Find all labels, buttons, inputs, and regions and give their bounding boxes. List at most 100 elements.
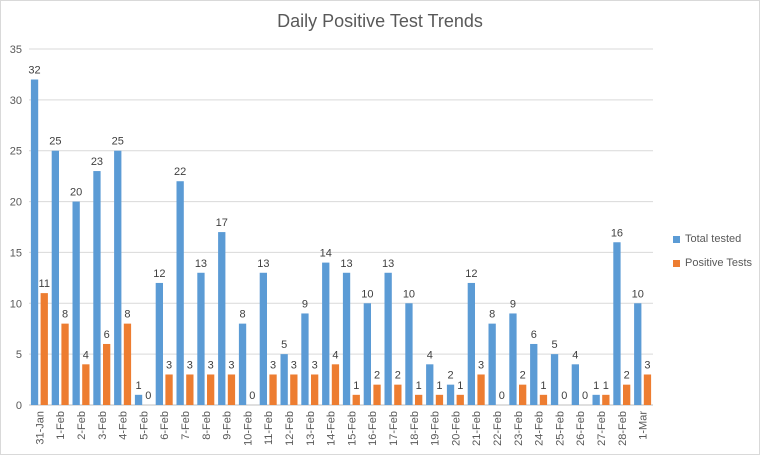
bar-positive-tests — [519, 384, 527, 405]
data-label-positive-tests: 4 — [83, 349, 89, 361]
data-label-total-tested: 25 — [112, 136, 124, 148]
bar-positive-tests — [82, 364, 90, 405]
x-tick-label: 13-Feb — [305, 411, 317, 446]
bar-total-tested — [197, 272, 205, 405]
data-label-positive-tests: 3 — [228, 359, 234, 371]
x-tick-label: 27-Feb — [596, 411, 608, 446]
bar-total-tested — [155, 282, 163, 405]
bar-positive-tests — [61, 323, 69, 405]
data-label-total-tested: 8 — [489, 309, 495, 321]
data-label-positive-tests: 3 — [312, 359, 318, 371]
x-tick-label: 18-Feb — [409, 411, 421, 446]
data-label-positive-tests: 3 — [291, 359, 297, 371]
x-tick-label: 4-Feb — [118, 411, 130, 440]
data-label-total-tested: 5 — [281, 339, 287, 351]
y-tick-label: 10 — [10, 298, 22, 310]
data-label-total-tested: 10 — [403, 288, 415, 300]
data-label-positive-tests: 1 — [540, 380, 546, 392]
bar-positive-tests — [352, 394, 360, 405]
data-label-total-tested: 1 — [135, 380, 141, 392]
data-label-total-tested: 20 — [70, 187, 82, 199]
data-label-positive-tests: 0 — [249, 390, 255, 402]
x-tick-label: 12-Feb — [284, 411, 296, 446]
bar-positive-tests — [40, 293, 48, 405]
bar-total-tested — [550, 354, 559, 405]
data-label-positive-tests: 1 — [603, 380, 609, 392]
bar-total-tested — [384, 272, 392, 405]
bar-positive-tests — [623, 384, 631, 405]
legend-swatch-positive-tests — [673, 259, 680, 267]
bar-positive-tests — [290, 374, 298, 405]
x-axis-ticks: 31-Jan 1-Feb 2-Feb 3-Feb 4-Feb 5-Feb 6-Feb 7-Fe… — [34, 411, 649, 446]
data-label-positive-tests: 1 — [457, 380, 463, 392]
data-label-total-tested: 14 — [320, 248, 332, 260]
data-label-total-tested: 10 — [361, 288, 373, 300]
bar-total-tested — [301, 313, 309, 405]
bar-positive-tests — [643, 374, 652, 405]
data-label-positive-tests: 2 — [395, 370, 401, 382]
data-label-positive-tests: 3 — [270, 359, 276, 371]
data-labels: 3225202325112221317813591413101310421289… — [28, 65, 650, 402]
x-tick-label: 19-Feb — [430, 411, 442, 446]
data-label-positive-tests: 8 — [62, 309, 68, 321]
y-axis-ticks: 0 5 10 15 20 25 30 35 — [10, 44, 22, 412]
bar-total-tested — [259, 272, 267, 405]
x-tick-label: 11-Feb — [263, 411, 275, 445]
data-label-positive-tests: 0 — [145, 390, 151, 402]
bar-positive-tests — [477, 374, 485, 405]
x-tick-label: 24-Feb — [534, 411, 546, 446]
data-label-positive-tests: 3 — [187, 359, 193, 371]
data-label-positive-tests: 1 — [416, 380, 422, 392]
bar-positive-tests — [373, 384, 381, 405]
bar-positive-tests — [123, 323, 132, 405]
bar-positive-tests — [269, 374, 277, 405]
bar-total-tested — [363, 303, 371, 405]
data-label-total-tested: 13 — [257, 258, 269, 270]
bar-total-tested — [176, 181, 184, 405]
legend: Total tested Positive Tests — [673, 227, 752, 275]
bar-total-tested — [467, 282, 475, 405]
bar-total-tested — [613, 242, 621, 405]
bar-total-tested — [571, 364, 579, 405]
data-label-total-tested: 2 — [447, 370, 453, 382]
data-label-total-tested: 25 — [49, 136, 61, 148]
legend-label-positive-tests: Positive Tests — [685, 257, 753, 269]
data-label-total-tested: 23 — [91, 156, 103, 168]
bar-positive-tests — [456, 394, 464, 405]
data-label-total-tested: 13 — [195, 258, 207, 270]
bar-positive-tests — [103, 343, 111, 405]
bar-total-tested — [446, 384, 455, 405]
data-label-positive-tests: 2 — [624, 370, 630, 382]
bar-positive-tests — [227, 374, 236, 405]
data-label-positive-tests: 2 — [520, 370, 526, 382]
data-label-positive-tests: 0 — [499, 390, 505, 402]
data-label-total-tested: 4 — [572, 349, 578, 361]
x-tick-label: 31-Jan — [34, 411, 46, 445]
bar-total-tested — [280, 354, 288, 405]
data-label-positive-tests: 3 — [166, 359, 172, 371]
data-label-positive-tests: 0 — [582, 390, 588, 402]
x-tick-label: 23-Feb — [513, 411, 525, 446]
x-tick-label: 22-Feb — [492, 411, 504, 446]
x-tick-label: 8-Feb — [201, 411, 213, 440]
y-tick-label: 20 — [10, 197, 22, 209]
bar-total-tested — [488, 323, 496, 405]
bar-total-tested — [51, 150, 59, 405]
data-label-total-tested: 4 — [427, 349, 433, 361]
bars — [30, 79, 652, 405]
legend-item-positive-tests: Positive Tests — [673, 251, 752, 275]
bar-positive-tests — [435, 394, 444, 405]
data-label-total-tested: 1 — [593, 380, 599, 392]
data-label-total-tested: 13 — [340, 258, 352, 270]
bar-total-tested — [322, 262, 330, 405]
legend-label-total-tested: Total tested — [685, 233, 742, 245]
chart-title: Daily Positive Test Trends — [277, 11, 483, 31]
data-label-total-tested: 17 — [216, 217, 228, 229]
bar-positive-tests — [331, 364, 340, 405]
bar-positive-tests — [207, 374, 215, 405]
legend-item-total-tested: Total tested — [673, 227, 752, 251]
data-label-positive-tests: 4 — [332, 349, 338, 361]
data-label-total-tested: 10 — [632, 288, 644, 300]
